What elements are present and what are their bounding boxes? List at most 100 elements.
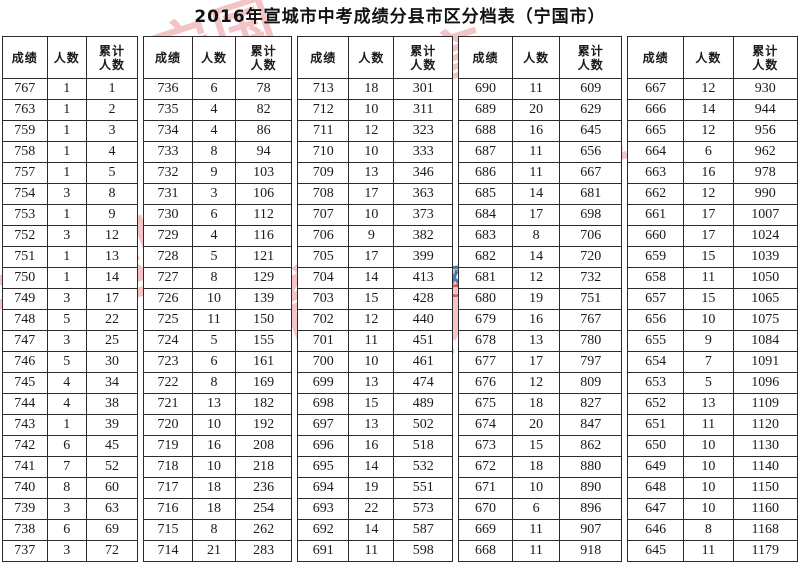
table-row: 721 13 182 (143, 393, 293, 415)
cell-score: 646 (627, 519, 685, 541)
cell-cumulative: 930 (732, 78, 799, 100)
cell-cumulative: 12 (85, 225, 139, 247)
table-row: 725 11 150 (143, 309, 293, 331)
cell-count: 18 (191, 498, 237, 520)
cell-cumulative: 283 (235, 540, 293, 562)
cell-count: 6 (191, 204, 237, 226)
table-row: 681 12 732 (458, 267, 623, 289)
cell-cumulative: 1091 (732, 351, 799, 373)
cell-cumulative: 94 (235, 141, 293, 163)
table-row: 700 10 461 (297, 351, 454, 373)
cell-cumulative: 896 (559, 498, 623, 520)
cell-count: 14 (348, 456, 395, 478)
cell-score: 730 (143, 204, 193, 226)
table-row: 679 16 767 (458, 309, 623, 331)
cell-cumulative: 363 (393, 183, 454, 205)
table-row: 710 10 333 (297, 141, 454, 163)
cell-count: 3 (191, 183, 237, 205)
table-row: 758 1 4 (2, 141, 139, 163)
table-row: 752 3 12 (2, 225, 139, 247)
table-row: 655 9 1084 (627, 330, 799, 352)
cell-cumulative: 918 (559, 540, 623, 562)
cell-score: 697 (297, 414, 350, 436)
cell-count: 14 (511, 183, 561, 205)
cell-score: 723 (143, 351, 193, 373)
cell-score: 707 (297, 204, 350, 226)
cell-score: 740 (2, 477, 48, 499)
cell-count: 17 (683, 204, 734, 226)
page-title: 2016年宣城市中考成绩分县市区分档表（宁国市） (194, 7, 606, 27)
cell-count: 9 (348, 225, 395, 247)
table-row: 696 16 518 (297, 435, 454, 457)
cell-score: 676 (458, 372, 513, 394)
cell-count: 8 (191, 372, 237, 394)
cell-cumulative: 106 (235, 183, 293, 205)
cell-cumulative: 1075 (732, 309, 799, 331)
table-block-2: 成绩 人数 累计 人数 713 18 301 712 10 311 711 12 323 710 10 333… (297, 36, 454, 562)
cell-cumulative: 990 (732, 183, 799, 205)
cell-cumulative: 161 (235, 351, 293, 373)
cell-cumulative: 681 (559, 183, 623, 205)
cell-score: 674 (458, 414, 513, 436)
cell-cumulative: 809 (559, 372, 623, 394)
cell-cumulative: 629 (559, 99, 623, 121)
cell-cumulative: 72 (85, 540, 139, 562)
cell-cumulative: 129 (235, 267, 293, 289)
cell-score: 722 (143, 372, 193, 394)
cell-count: 11 (511, 519, 561, 541)
cell-cumulative: 767 (559, 309, 623, 331)
cell-score: 696 (297, 435, 350, 457)
cell-cumulative: 780 (559, 330, 623, 352)
score-table: 成绩 人数 累计 人数 767 1 1 763 1 2 759 1 3 758 1 4 757 1 5 754 3 8 75… (2, 36, 139, 562)
cell-count: 13 (683, 393, 734, 415)
cell-count: 11 (191, 309, 237, 331)
cell-score: 736 (143, 78, 193, 100)
cell-score: 703 (297, 288, 350, 310)
cell-count: 3 (46, 498, 87, 520)
cell-cumulative: 706 (559, 225, 623, 247)
cell-count: 3 (46, 288, 87, 310)
cell-count: 13 (348, 162, 395, 184)
column-header-cumulative: 累计 人数 (559, 36, 623, 79)
cell-cumulative: 30 (85, 351, 139, 373)
cell-cumulative: 502 (393, 414, 454, 436)
table-row: 743 1 39 (2, 414, 139, 436)
cell-cumulative: 236 (235, 477, 293, 499)
table-row: 674 20 847 (458, 414, 623, 436)
cell-cumulative: 698 (559, 204, 623, 226)
table-row: 678 13 780 (458, 330, 623, 352)
cell-score: 677 (458, 351, 513, 373)
column-header-cumulative: 累计 人数 (235, 36, 293, 79)
cell-count: 1 (46, 204, 87, 226)
cell-cumulative: 169 (235, 372, 293, 394)
table-row: 745 4 34 (2, 372, 139, 394)
cell-cumulative: 907 (559, 519, 623, 541)
table-row: 711 12 323 (297, 120, 454, 142)
table-row: 656 10 1075 (627, 309, 799, 331)
cell-cumulative: 39 (85, 414, 139, 436)
table-row: 667 12 930 (627, 78, 799, 100)
cell-cumulative: 944 (732, 99, 799, 121)
cell-cumulative: 847 (559, 414, 623, 436)
table-row: 691 11 598 (297, 540, 454, 562)
table-row: 707 10 373 (297, 204, 454, 226)
cell-cumulative: 3 (85, 120, 139, 142)
cell-count: 15 (348, 288, 395, 310)
cell-count: 10 (683, 435, 734, 457)
cell-cumulative: 311 (393, 99, 454, 121)
cell-count: 10 (511, 477, 561, 499)
cell-score: 689 (458, 99, 513, 121)
table-row: 653 5 1096 (627, 372, 799, 394)
cell-cumulative: 461 (393, 351, 454, 373)
cell-score: 669 (458, 519, 513, 541)
cell-cumulative: 60 (85, 477, 139, 499)
cell-score: 716 (143, 498, 193, 520)
cell-score: 732 (143, 162, 193, 184)
cell-count: 5 (191, 246, 237, 268)
cell-cumulative: 428 (393, 288, 454, 310)
table-block-0: 成绩 人数 累计 人数 767 1 1 763 1 2 759 1 3 758 1 4 757 1 5 754 3 8 75… (2, 36, 139, 562)
table-row: 738 6 69 (2, 519, 139, 541)
cell-score: 662 (627, 183, 685, 205)
cell-count: 13 (511, 330, 561, 352)
cell-count: 13 (191, 393, 237, 415)
